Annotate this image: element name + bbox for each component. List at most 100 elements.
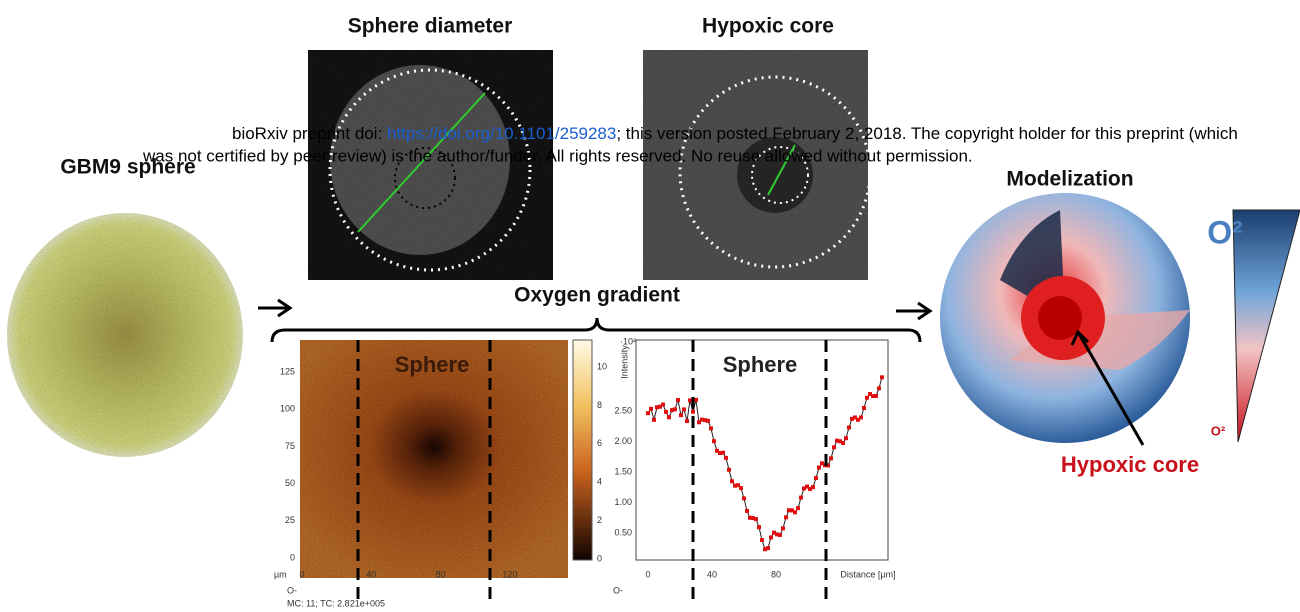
profile-footer: O- — [613, 585, 623, 595]
profile-point — [727, 468, 731, 472]
diameter-title: Sphere diameter — [348, 15, 513, 38]
figure: GBM9 sphere Sphere diameter Hypoxic core… — [0, 0, 1300, 612]
profile-point — [673, 407, 677, 411]
profile-point — [880, 375, 884, 379]
profile-x-tick: 40 — [707, 569, 717, 579]
profile-point — [817, 466, 821, 470]
colorbar-tick: 6 — [597, 438, 602, 448]
profile-point — [709, 426, 713, 430]
header-line2: was not certified by peer review) is the… — [142, 146, 973, 165]
heatmap-x-tick: 120 — [502, 569, 517, 579]
profile-point — [667, 415, 671, 419]
profile-point — [742, 496, 746, 500]
heatmap-y-tick: 75 — [285, 441, 295, 451]
header-line1: bioRxiv preprint doi: https://doi.org/10… — [232, 124, 1238, 143]
profile-point — [694, 398, 698, 402]
profile-point — [646, 411, 650, 415]
profile-point — [781, 526, 785, 530]
gradient-title: Oxygen gradient — [514, 284, 680, 307]
heatmap-x-tick: 80 — [436, 569, 446, 579]
colorbar-tick: 10 — [597, 361, 607, 371]
profile-point — [757, 525, 761, 529]
profile-point — [766, 546, 770, 550]
gbm9-texture — [7, 213, 243, 457]
colorbar — [573, 340, 592, 560]
model-core-inner — [1038, 296, 1082, 340]
profile-point — [760, 538, 764, 542]
profile-point — [685, 419, 689, 423]
heatmap-label: Sphere — [395, 352, 470, 377]
profile-label: Sphere — [723, 352, 798, 377]
profile-point — [862, 406, 866, 410]
o2-low: O² — [1211, 423, 1226, 438]
profile-x-tick: 0 — [645, 569, 650, 579]
profile-point — [859, 415, 863, 419]
heatmap-footer2: MC: 11; TC: 2.821e+005 — [287, 598, 385, 608]
profile-x-tick: 80 — [771, 569, 781, 579]
heatmap-y-tick: 0 — [290, 552, 295, 562]
profile-y-tick: 1.00 — [614, 497, 632, 507]
profile-point — [814, 476, 818, 480]
profile-point — [676, 398, 680, 402]
model-title: Modelization — [1006, 168, 1133, 191]
profile-y-tick: 0.50 — [614, 527, 632, 537]
profile-y-tick: 2.00 — [614, 436, 632, 446]
heatmap-x-tick: 0 — [299, 569, 304, 579]
profile-point — [769, 535, 773, 539]
profile-point — [682, 407, 686, 411]
header-prefix: bioRxiv preprint doi: — [232, 124, 387, 143]
profile-x-label: Distance [µm] — [840, 569, 895, 579]
profile-point — [847, 426, 851, 430]
profile-point — [706, 419, 710, 423]
profile-point — [796, 506, 800, 510]
profile-point — [832, 445, 836, 449]
heatmap-unit: µm — [274, 569, 287, 579]
profile-point — [649, 407, 653, 411]
profile-point — [754, 517, 758, 521]
colorbar-tick: 2 — [597, 515, 602, 525]
profile-point — [691, 410, 695, 414]
colorbar-tick: 0 — [597, 553, 602, 563]
profile-point — [739, 486, 743, 490]
profile-point — [799, 496, 803, 500]
brace — [272, 318, 920, 342]
profile-scale: ·10² — [620, 336, 636, 346]
heatmap-footer1: O- — [287, 585, 297, 595]
heatmap-y-tick: 125 — [280, 366, 295, 376]
colorbar-tick: 4 — [597, 477, 602, 487]
core-label: Hypoxic core — [1061, 452, 1199, 477]
profile-point — [811, 485, 815, 489]
profile-point — [877, 386, 881, 390]
colorbar-tick: 8 — [597, 400, 602, 410]
profile-point — [712, 439, 716, 443]
profile-point — [730, 479, 734, 483]
profile-point — [844, 436, 848, 440]
profile-point — [829, 456, 833, 460]
profile-point — [721, 451, 725, 455]
profile-point — [745, 509, 749, 513]
profile-point — [865, 396, 869, 400]
arrow-left — [258, 300, 290, 316]
profile-point — [664, 410, 668, 414]
profile-y-label: Intensity — [619, 345, 629, 379]
heatmap-y-tick: 50 — [285, 478, 295, 488]
heatmap-x-tick: 40 — [366, 569, 376, 579]
o2-high: O² — [1207, 214, 1243, 250]
page: GBM9 sphere Sphere diameter Hypoxic core… — [0, 0, 1300, 612]
profile-point — [793, 510, 797, 514]
o2-triangle — [1233, 210, 1300, 442]
profile-point — [652, 418, 656, 422]
profile-point — [841, 441, 845, 445]
profile-point — [724, 456, 728, 460]
heatmap-y-tick: 100 — [280, 404, 295, 414]
hypoxic-title: Hypoxic core — [702, 15, 834, 38]
profile-point — [661, 403, 665, 407]
header-suffix: ; this version posted February 2, 2018. … — [616, 124, 1237, 143]
arrow-right — [896, 303, 930, 319]
profile-point — [688, 398, 692, 402]
profile-y-tick: 1.50 — [614, 466, 632, 476]
heatmap-y-tick: 25 — [285, 515, 295, 525]
doi-link[interactable]: https://doi.org/10.1101/259283 — [387, 124, 616, 143]
profile-point — [874, 394, 878, 398]
profile-point — [778, 533, 782, 537]
